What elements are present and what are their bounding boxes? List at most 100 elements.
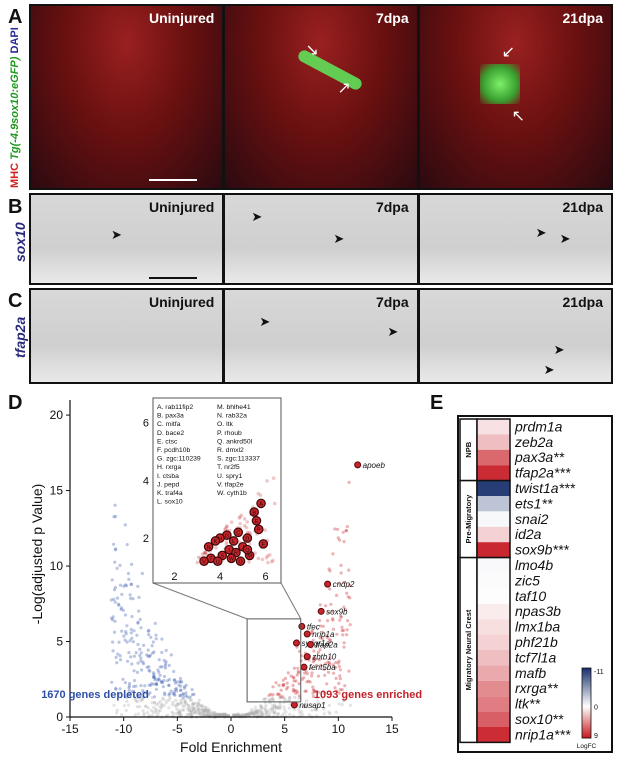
- inset-background-point: [253, 551, 257, 555]
- background-gene-point: [136, 712, 141, 716]
- background-gene-point: [117, 603, 121, 607]
- background-gene-point: [248, 713, 252, 717]
- background-gene-point: [163, 666, 168, 670]
- background-gene-point: [278, 705, 282, 709]
- background-gene-point: [300, 677, 304, 682]
- background-gene-point: [295, 673, 299, 677]
- background-gene-point: [282, 700, 286, 704]
- inset-gene-point: [249, 507, 259, 517]
- background-gene-point: [143, 684, 147, 688]
- background-gene-point: [237, 714, 242, 718]
- background-gene-point: [109, 616, 113, 620]
- background-gene-point: [271, 693, 275, 697]
- background-gene-point: [284, 714, 288, 718]
- y-tick-label: 0: [56, 710, 63, 724]
- background-gene-point: [245, 714, 249, 718]
- background-gene-point: [135, 699, 140, 704]
- background-gene-point: [236, 713, 241, 718]
- x-tick-label: 0: [228, 722, 235, 736]
- background-gene-point: [181, 692, 185, 696]
- background-gene-point: [112, 703, 116, 707]
- background-gene-point: [139, 699, 143, 703]
- background-gene-point: [245, 712, 249, 716]
- background-gene-point: [112, 515, 116, 519]
- inset-legend-entry: F. pcdh10b: [157, 447, 190, 454]
- background-gene-point: [227, 714, 231, 718]
- background-gene-point: [153, 621, 157, 626]
- labeled-gene-name: tfap2a: [315, 641, 338, 650]
- background-gene-point: [138, 653, 142, 658]
- background-gene-point: [111, 618, 115, 622]
- background-gene-point: [193, 711, 197, 715]
- background-gene-point: [196, 708, 200, 712]
- background-gene-point: [213, 715, 217, 719]
- background-gene-point: [313, 657, 317, 662]
- background-gene-point: [263, 707, 267, 712]
- background-gene-point: [338, 687, 342, 692]
- background-gene-point: [227, 714, 231, 718]
- background-gene-point: [320, 637, 325, 641]
- background-gene-point: [265, 714, 270, 718]
- background-gene-point: [167, 683, 171, 688]
- background-gene-point: [347, 568, 351, 572]
- inset-gene-key: J: [241, 545, 244, 551]
- background-gene-point: [196, 708, 200, 712]
- background-gene-point: [342, 540, 346, 544]
- background-gene-point: [289, 702, 293, 706]
- background-gene-point: [217, 714, 221, 719]
- background-gene-point: [315, 696, 319, 700]
- background-gene-point: [154, 682, 158, 686]
- inset-gene-point: [253, 524, 264, 535]
- background-gene-point: [307, 658, 311, 662]
- inset-legend-entry: D. bace2: [157, 430, 184, 437]
- labeled-gene-point: [306, 641, 314, 649]
- background-gene-point: [191, 707, 196, 711]
- inset-background-point: [256, 491, 261, 496]
- inset-gene-point: [222, 530, 232, 540]
- background-gene-point: [167, 677, 172, 682]
- inset-gene-point: [242, 544, 253, 555]
- background-gene-point: [213, 711, 217, 715]
- background-gene-point: [223, 712, 227, 716]
- background-gene-point: [242, 714, 246, 718]
- background-gene-point: [188, 698, 192, 702]
- background-gene-point: [249, 711, 253, 716]
- background-gene-point: [291, 706, 295, 710]
- inset-legend-entry: N. rab32a: [217, 413, 247, 420]
- background-gene-point: [130, 662, 134, 666]
- background-gene-point: [304, 689, 308, 693]
- labeled-gene-name: sox9b: [326, 607, 348, 616]
- background-gene-point: [186, 703, 190, 707]
- background-gene-point: [331, 617, 335, 621]
- background-gene-point: [249, 710, 253, 714]
- background-gene-point: [200, 704, 205, 708]
- background-gene-point: [275, 705, 280, 709]
- background-gene-point: [274, 707, 278, 711]
- inset-background-point: [195, 560, 200, 565]
- background-gene-point: [298, 711, 302, 715]
- background-gene-point: [217, 714, 222, 718]
- inset-background-point: [218, 551, 222, 556]
- background-gene-point: [152, 705, 156, 710]
- inset-legend-entry: Q. ankrd50l: [217, 438, 253, 445]
- background-gene-point: [220, 713, 224, 717]
- background-gene-point: [189, 698, 193, 702]
- background-gene-point: [207, 714, 211, 718]
- inset-background-point: [224, 533, 228, 538]
- inset-gene-key: F: [262, 542, 266, 548]
- background-gene-point: [247, 711, 251, 715]
- background-gene-point: [149, 683, 153, 687]
- background-gene-point: [265, 710, 269, 714]
- background-gene-point: [270, 696, 274, 700]
- background-gene-point: [150, 682, 154, 686]
- inset-gene-key: T: [209, 557, 213, 563]
- background-gene-point: [253, 714, 257, 718]
- background-gene-point: [236, 714, 240, 718]
- inset-legend-entry: T. nr2f5: [217, 464, 240, 471]
- background-gene-point: [316, 650, 320, 654]
- background-gene-point: [304, 657, 308, 661]
- inset-legend-entry: O. ltk: [217, 421, 233, 428]
- inset-gene-point: [217, 550, 228, 561]
- background-gene-point: [160, 703, 164, 707]
